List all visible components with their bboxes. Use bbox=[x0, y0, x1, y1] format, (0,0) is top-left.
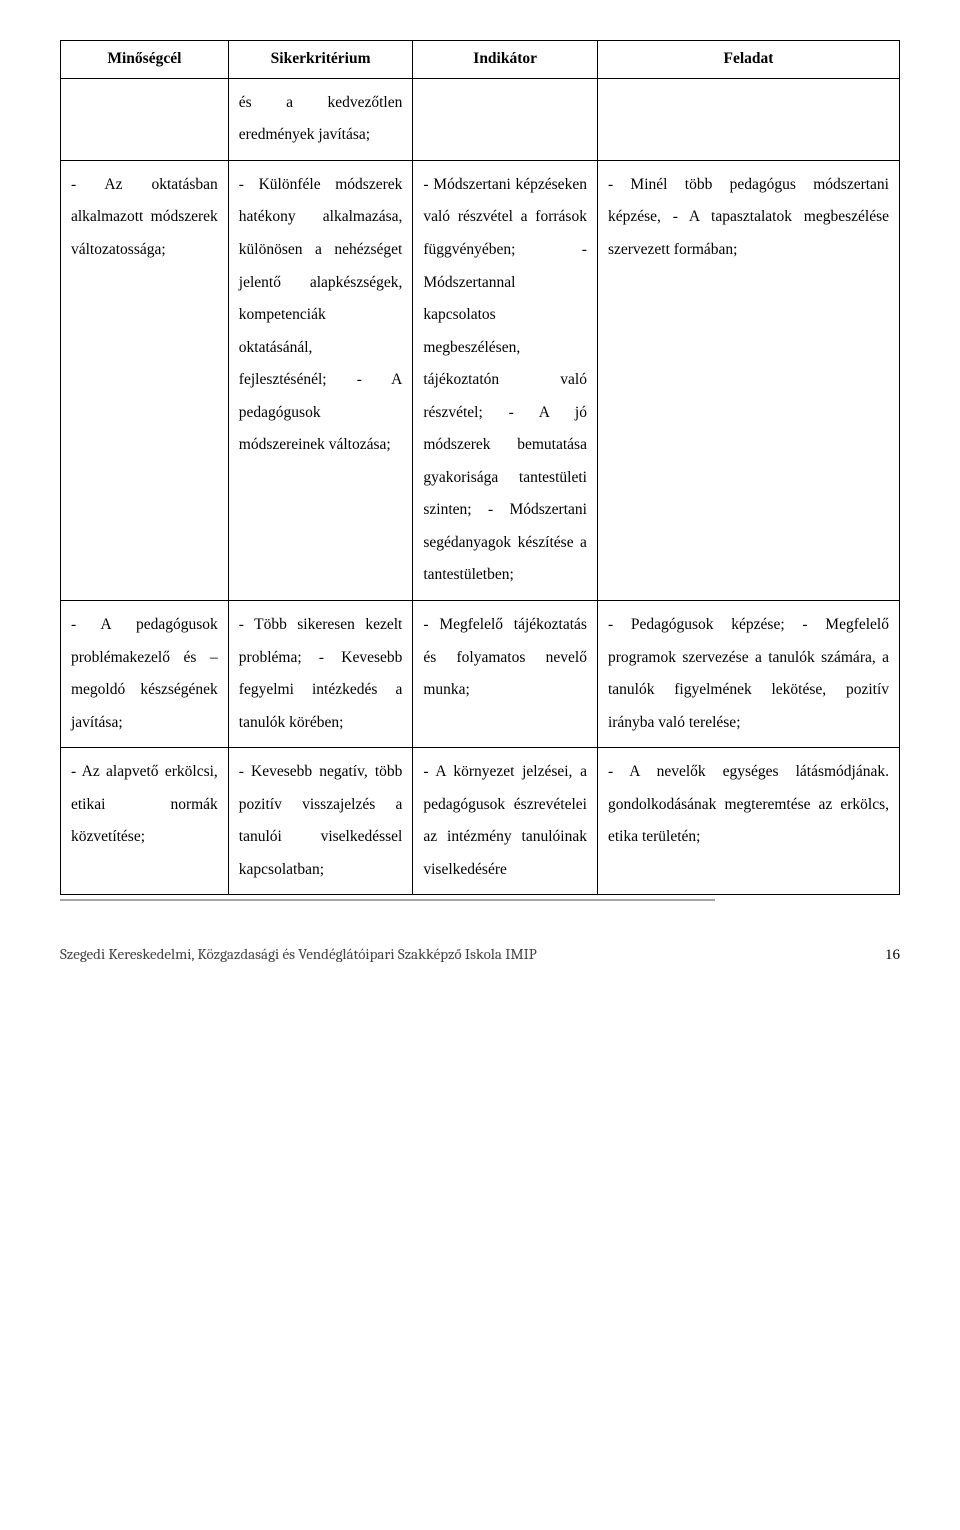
header-indikator: Indikátor bbox=[413, 41, 598, 79]
header-sikerkriterium: Sikerkritérium bbox=[228, 41, 413, 79]
cell: - Az oktatásban alkalmazott módszerek vá… bbox=[61, 160, 229, 600]
cell: és a kedvezőtlen eredmények javítása; bbox=[228, 78, 413, 160]
cell: - Módszertani képzéseken való részvétel … bbox=[413, 160, 598, 600]
cell bbox=[597, 78, 899, 160]
header-minosegcel: Minőségcél bbox=[61, 41, 229, 79]
cell: - Megfelelő tájékoztatás és folyamatos n… bbox=[413, 601, 598, 748]
cell: - A környezet jelzései, a pedagógusok és… bbox=[413, 748, 598, 895]
table-row: és a kedvezőtlen eredmények javítása; bbox=[61, 78, 900, 160]
cell bbox=[61, 78, 229, 160]
footer-title: Szegedi Kereskedelmi, Közgazdasági és Ve… bbox=[60, 945, 537, 963]
cell: - Pedagógusok képzése; - Megfelelő progr… bbox=[597, 601, 899, 748]
cell: - A pedagógusok problémakezelő és –megol… bbox=[61, 601, 229, 748]
table-row: - Az oktatásban alkalmazott módszerek vá… bbox=[61, 160, 900, 600]
table-row: - Az alapvető erkölcsi, etikai normák kö… bbox=[61, 748, 900, 895]
footer-divider bbox=[60, 899, 715, 901]
cell: - Az alapvető erkölcsi, etikai normák kö… bbox=[61, 748, 229, 895]
cell: - Különféle módszerek hatékony alkalmazá… bbox=[228, 160, 413, 600]
cell: - Minél több pedagógus módszertani képzé… bbox=[597, 160, 899, 600]
cell bbox=[413, 78, 598, 160]
table-header-row: Minőségcél Sikerkritérium Indikátor Fela… bbox=[61, 41, 900, 79]
cell: - Kevesebb negatív, több pozitív visszaj… bbox=[228, 748, 413, 895]
header-feladat: Feladat bbox=[597, 41, 899, 79]
document-table: Minőségcél Sikerkritérium Indikátor Fela… bbox=[60, 40, 900, 895]
footer-page-number: 16 bbox=[885, 947, 900, 964]
cell: - A nevelők egységes látásmódjának. gond… bbox=[597, 748, 899, 895]
table-row: - A pedagógusok problémakezelő és –megol… bbox=[61, 601, 900, 748]
page-footer: Szegedi Kereskedelmi, Közgazdasági és Ve… bbox=[60, 945, 900, 964]
cell: - Több sikeresen kezelt probléma; - Keve… bbox=[228, 601, 413, 748]
